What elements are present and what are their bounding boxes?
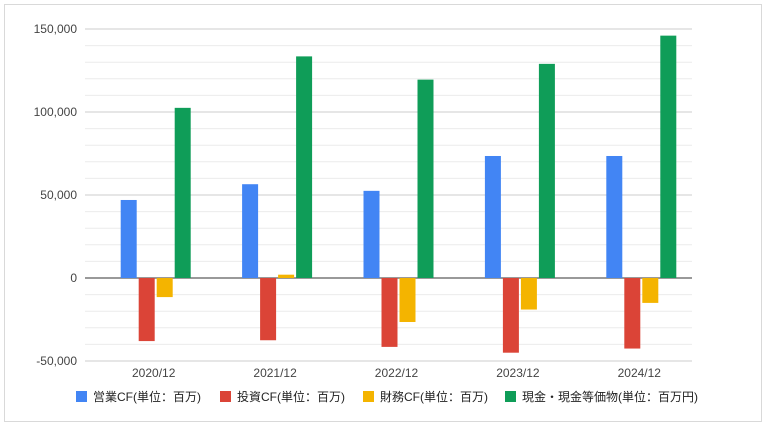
bar <box>363 190 380 278</box>
x-tick-label: 2021/12 <box>253 366 297 380</box>
y-tick-label: 100,000 <box>34 105 78 119</box>
bar <box>242 184 259 278</box>
bar <box>484 155 501 278</box>
x-tick-label: 2022/12 <box>375 366 419 380</box>
bar <box>399 278 416 322</box>
bar <box>278 274 295 278</box>
bar <box>296 56 313 278</box>
y-tick-label: -50,000 <box>36 354 77 368</box>
bar <box>174 107 191 278</box>
bar <box>606 155 623 278</box>
legend-swatch <box>363 391 374 402</box>
x-tick-label: 2024/12 <box>618 366 662 380</box>
legend-label: 財務CF(単位：百万) <box>380 389 488 404</box>
x-tick-label: 2020/12 <box>132 366 176 380</box>
x-axis: 2020/12 2021/12 2022/12 2023/12 2024/12 <box>132 366 661 380</box>
bar <box>502 278 519 353</box>
y-tick-label: 0 <box>70 271 77 285</box>
x-tick-label: 2023/12 <box>496 366 540 380</box>
y-tick-label: 50,000 <box>40 188 77 202</box>
y-tick-label: 150,000 <box>34 22 78 36</box>
legend-label: 営業CF(単位：百万) <box>93 389 201 404</box>
bar <box>538 63 555 278</box>
bar <box>260 278 277 341</box>
legend-swatch <box>76 391 87 402</box>
bar <box>520 278 537 310</box>
bar <box>156 278 173 298</box>
bar <box>381 278 398 347</box>
legend-label: 投資CF(単位：百万) <box>237 389 345 404</box>
bar <box>660 35 677 278</box>
bar <box>138 278 155 342</box>
bar <box>120 199 137 278</box>
bar <box>417 79 434 278</box>
legend-label: 現金・現金等価物(単位：百万円) <box>522 389 698 404</box>
legend-swatch <box>505 391 516 402</box>
bars <box>120 35 677 353</box>
bar <box>624 278 641 349</box>
legend-swatch <box>220 391 231 402</box>
legend: 営業CF(単位：百万) 投資CF(単位：百万) 財務CF(単位：百万) 現金・現金等価… <box>76 389 698 404</box>
y-axis: -50,000 0 50,000 100,000 150,000 <box>34 22 78 368</box>
bar <box>642 278 659 303</box>
